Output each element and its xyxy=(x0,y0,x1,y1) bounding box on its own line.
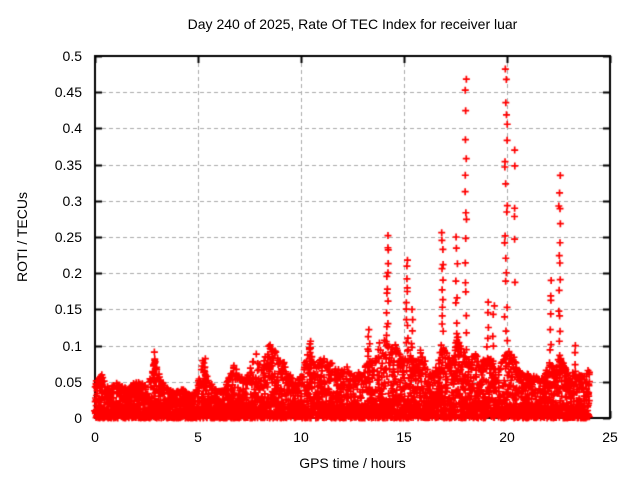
x-tick-label: 10 xyxy=(293,429,309,445)
y-tick-label: 0.35 xyxy=(54,156,82,173)
x-tick-label: 15 xyxy=(396,429,412,445)
y-tick-label: 0.05 xyxy=(54,373,82,390)
y-tick-label: 0.2 xyxy=(62,265,82,282)
y-tick-label: 0.5 xyxy=(62,48,82,64)
y-tick-label: 0.3 xyxy=(62,192,82,209)
y-tick-label: 0.4 xyxy=(62,120,82,137)
x-tick-label: 5 xyxy=(194,429,202,445)
y-tick-label: 0 xyxy=(74,410,82,426)
x-tick-label: 20 xyxy=(499,429,515,445)
chart-title: Day 240 of 2025, Rate Of TEC Index for r… xyxy=(187,16,518,32)
y-tick-label: 0.1 xyxy=(62,337,82,354)
x-tick-label: 25 xyxy=(602,429,618,445)
y-tick-label: 0.15 xyxy=(54,301,82,318)
x-tick-label: 0 xyxy=(91,429,99,445)
y-tick-label: 0.45 xyxy=(54,84,82,101)
x-axis-label: GPS time / hours xyxy=(299,455,406,471)
y-tick-label: 0.25 xyxy=(54,229,82,245)
